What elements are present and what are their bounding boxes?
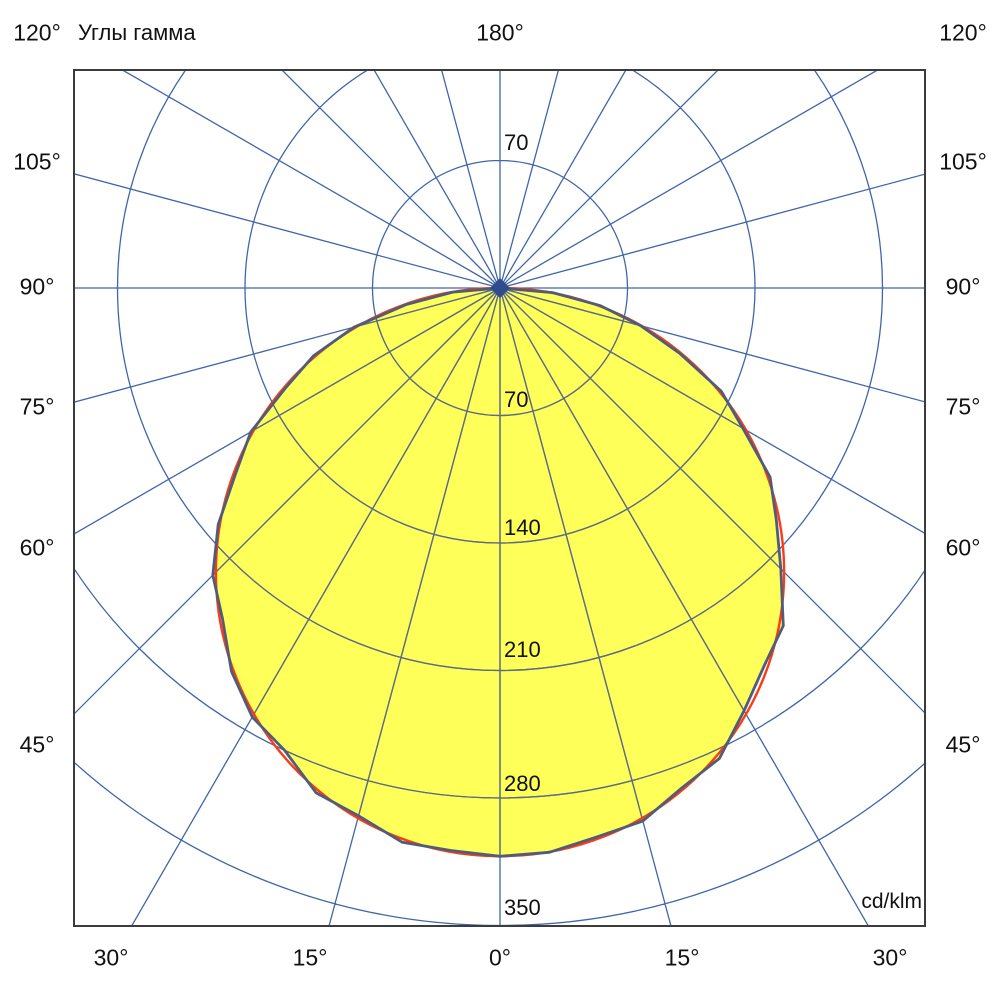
- angle-label-right-90: 90°: [945, 273, 981, 300]
- chart-title: Углы гамма: [78, 20, 196, 45]
- center-marker-icon: [490, 278, 510, 298]
- angle-label-top-180: 180°: [476, 19, 524, 46]
- angle-label-left-75: 75°: [19, 393, 55, 420]
- angle-label-left-60: 60°: [19, 534, 55, 561]
- angle-label-left-45: 45°: [19, 731, 55, 758]
- unit-label: cd/klm: [861, 890, 922, 913]
- plot-border: [73, 69, 926, 927]
- angle-label-right-45: 45°: [945, 731, 981, 758]
- angle-label-bottom-0: 0°: [489, 944, 511, 971]
- beam-area-fill: [212, 288, 784, 857]
- angle-label-bottom-15R: 15°: [664, 944, 700, 971]
- angle-label-left-120: 120°: [13, 19, 61, 46]
- angle-label-bottom-30R: 30°: [872, 944, 908, 971]
- angle-label-right-105: 105°: [939, 148, 987, 175]
- measured-curve: [211, 286, 785, 858]
- angle-label-right-120: 120°: [939, 19, 987, 46]
- ring-label-70-top: 70: [504, 130, 529, 155]
- angle-label-right-75: 75°: [945, 393, 981, 420]
- angle-label-left-105: 105°: [13, 148, 61, 175]
- angle-label-left-90: 90°: [19, 273, 55, 300]
- angle-label-bottom-15L: 15°: [292, 944, 328, 971]
- ring-label-140: 140: [504, 515, 541, 540]
- ring-label-210: 210: [504, 637, 541, 662]
- angle-label-bottom-30L: 30°: [93, 944, 129, 971]
- ring-label-350: 350: [504, 895, 541, 920]
- ring-label-70: 70: [504, 387, 529, 412]
- angle-label-right-60: 60°: [945, 534, 981, 561]
- ring-label-280: 280: [504, 771, 541, 796]
